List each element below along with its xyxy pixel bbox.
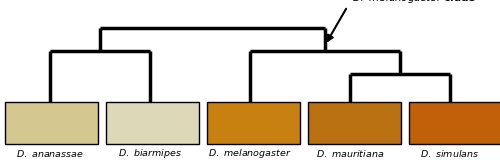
Text: $\mathbf{\mathit{D.\ ananassae}}$: $\mathbf{\mathit{D.\ ananassae}}$ [16, 148, 84, 159]
Bar [308, 102, 400, 144]
Bar [106, 102, 198, 144]
Text: $\mathbf{\mathit{D.\ melanogaster}}$$\mathbf{\ clade}$: $\mathbf{\mathit{D.\ melanogaster}}$$\ma… [352, 0, 477, 5]
Text: $\mathbf{\mathit{D.\ mauritiana}}$: $\mathbf{\mathit{D.\ mauritiana}}$ [316, 148, 384, 159]
Text: $\mathbf{\mathit{D.\ melanogaster}}$: $\mathbf{\mathit{D.\ melanogaster}}$ [208, 147, 292, 160]
Bar [5, 102, 98, 144]
Text: $\mathbf{\mathit{D.\ simulans}}$: $\mathbf{\mathit{D.\ simulans}}$ [420, 148, 480, 159]
Text: $\mathbf{\mathit{D.\ biarmipes}}$: $\mathbf{\mathit{D.\ biarmipes}}$ [118, 147, 182, 160]
Bar [207, 102, 300, 144]
Bar [409, 102, 500, 144]
